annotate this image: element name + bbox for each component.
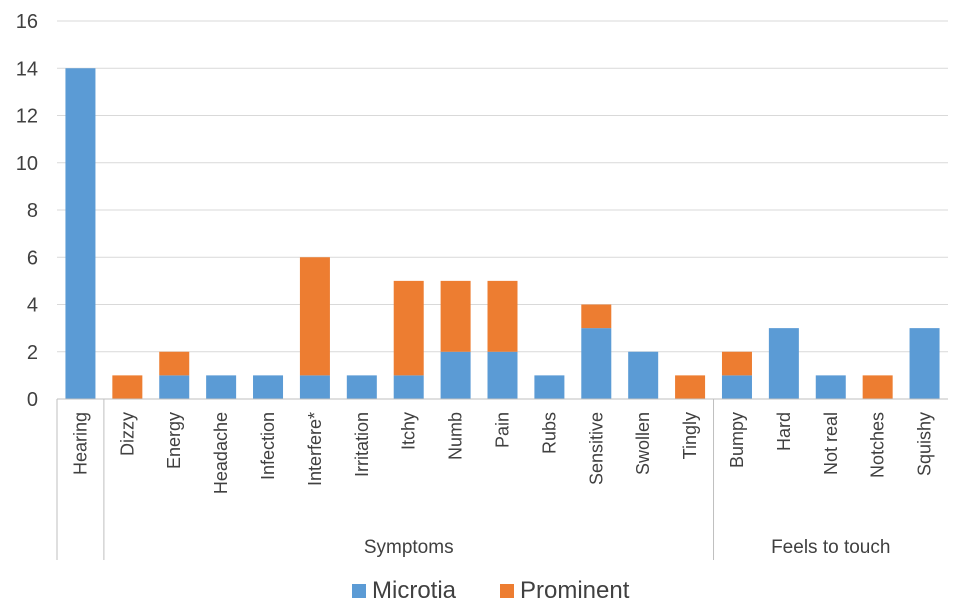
y-tick-label: 10 [16, 153, 38, 175]
bar-microtia-irritation [346, 375, 377, 399]
x-tick-label: Rubs [539, 412, 559, 454]
x-tick-label: Irritation [352, 412, 372, 477]
x-tick-label: Bumpy [727, 412, 747, 468]
y-tick-label: 4 [27, 295, 38, 317]
bar-microtia-energy [159, 375, 190, 399]
y-tick-label: 12 [16, 106, 38, 128]
bar-microtia-sensitive [581, 328, 612, 399]
x-tick-label: Squishy [915, 412, 935, 476]
x-tick-label: Headache [211, 412, 231, 494]
bars [65, 68, 940, 399]
x-tick-label: Dizzy [117, 412, 137, 456]
bar-microtia-not-real [815, 375, 846, 399]
x-tick-label: Not real [821, 412, 841, 475]
x-tick-label: Pain [493, 412, 513, 448]
x-tick-label: Itchy [399, 412, 419, 450]
bar-microtia-bumpy [721, 375, 752, 399]
bar-microtia-hearing [65, 68, 96, 399]
y-tick-label: 6 [27, 247, 38, 269]
x-tick-label: Energy [164, 412, 184, 469]
x-tick-label: Notches [868, 412, 888, 478]
bar-prominent-sensitive [581, 304, 612, 329]
bar-prominent-energy [159, 351, 190, 376]
bar-prominent-bumpy [721, 351, 752, 376]
x-tick-label: Hearing [70, 412, 90, 475]
bar-microtia-itchy [393, 375, 424, 399]
x-tick-label: Hard [774, 412, 794, 451]
x-tick-label: Interfere* [305, 412, 325, 486]
bar-prominent-pain [487, 280, 518, 352]
bar-prominent-tingly [675, 375, 706, 399]
x-tick-label: Swollen [633, 412, 653, 475]
legend-swatch-prominent [500, 584, 514, 598]
bar-microtia-pain [487, 351, 518, 399]
bar-prominent-notches [862, 375, 893, 399]
group-label: Feels to touch [771, 537, 890, 558]
legend-swatch-microtia [352, 584, 366, 598]
bar-microtia-numb [440, 351, 471, 399]
bar-prominent-itchy [393, 280, 424, 376]
x-tick-label: Infection [258, 412, 278, 480]
legend: Microtia Prominent [352, 577, 630, 604]
y-tick-label: 2 [27, 342, 38, 364]
x-tick-label: Numb [446, 412, 466, 460]
gridlines [57, 20, 948, 353]
x-tick-label: Tingly [680, 412, 700, 459]
bar-microtia-hard [768, 328, 799, 399]
legend-label-prominent: Prominent [520, 577, 630, 604]
bar-microtia-headache [206, 375, 237, 399]
bar-microtia-swollen [628, 351, 659, 399]
bar-microtia-infection [253, 375, 284, 399]
bar-microtia-squishy [909, 328, 940, 399]
bar-microtia-rubs [534, 375, 565, 399]
bar-prominent-dizzy [112, 375, 143, 399]
group-label: Symptoms [364, 537, 454, 558]
bar-microtia-interfere- [299, 375, 330, 399]
y-tick-label: 0 [27, 389, 38, 411]
y-tick-label: 8 [27, 200, 38, 222]
bar-prominent-interfere- [299, 257, 330, 376]
y-axis: 0 2 4 6 8 10 12 14 16 [16, 11, 38, 411]
x-tick-label: Sensitive [586, 412, 606, 485]
bar-prominent-numb [440, 280, 471, 352]
y-tick-label: 16 [16, 11, 38, 33]
legend-label-microtia: Microtia [372, 577, 457, 604]
x-axis: Symptoms Feels to touch Hearing Dizzy Energy… [56, 398, 948, 560]
y-tick-label: 14 [16, 58, 38, 80]
